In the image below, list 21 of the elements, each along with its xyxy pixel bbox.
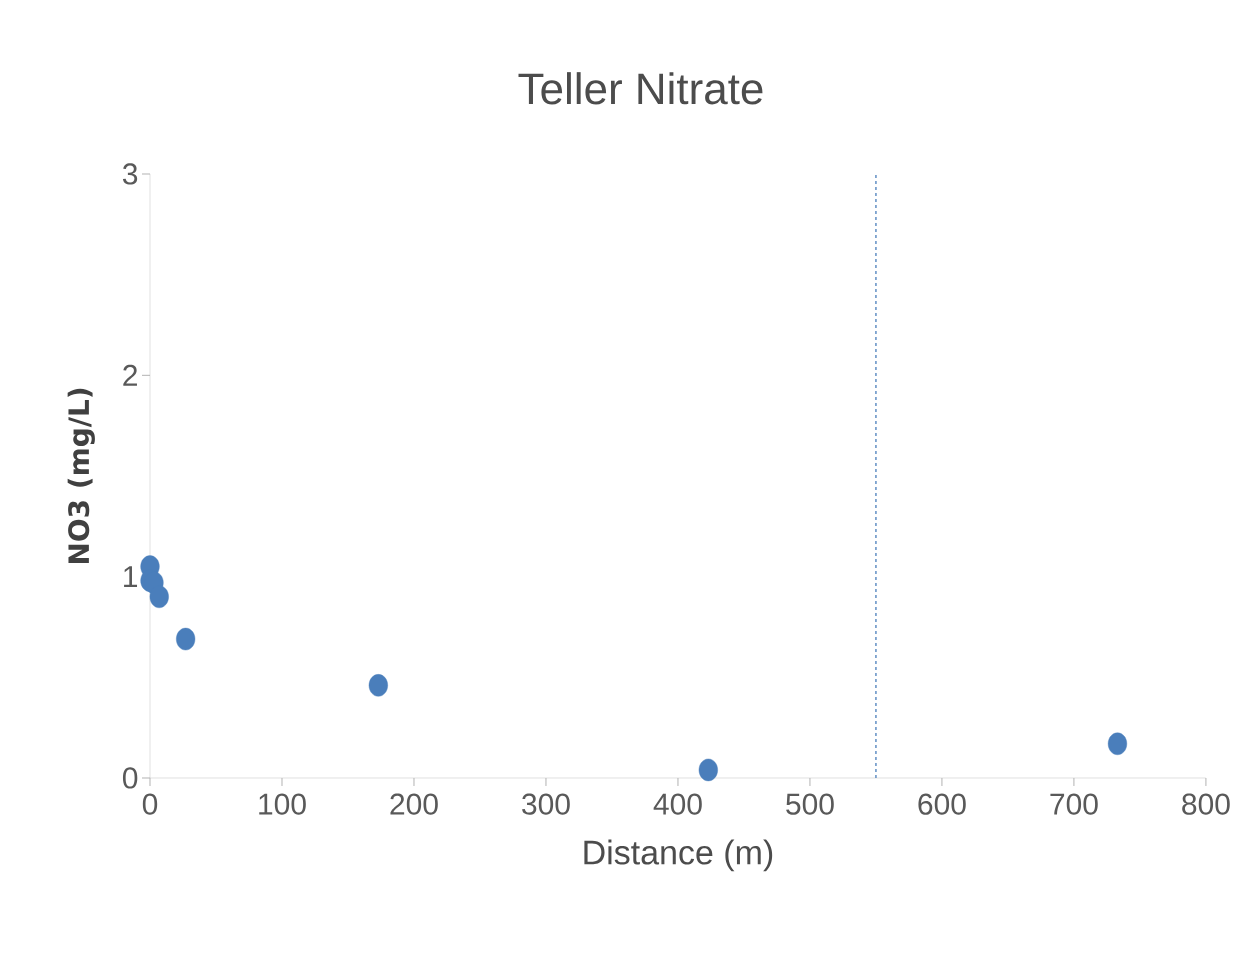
x-tick-label: 0 xyxy=(142,793,158,815)
x-tick-label: 300 xyxy=(522,793,570,815)
x-tick-label: 700 xyxy=(1050,793,1098,815)
chart-title: Teller Nitrate xyxy=(518,72,763,105)
y-axis-title: NO3 (mg/L) xyxy=(67,388,95,564)
point xyxy=(1107,732,1128,755)
y-tick-label: 2 xyxy=(123,364,137,386)
point xyxy=(176,627,196,651)
x-tick-label: 200 xyxy=(390,793,438,815)
point xyxy=(698,758,718,782)
x-tick-label: 100 xyxy=(259,793,306,815)
x-tick-label: 400 xyxy=(653,793,702,815)
y-tick-label: 3 xyxy=(122,163,138,185)
y-tick-label: 0 xyxy=(122,767,138,789)
x-tick-label: 800 xyxy=(1182,793,1230,815)
y-tick-label: 1 xyxy=(124,566,138,587)
point xyxy=(368,674,388,697)
x-tick-label: 600 xyxy=(918,793,966,815)
x-axis-title: Distance (m) xyxy=(584,839,773,872)
point xyxy=(149,585,169,608)
x-tick-label: 500 xyxy=(786,793,834,815)
